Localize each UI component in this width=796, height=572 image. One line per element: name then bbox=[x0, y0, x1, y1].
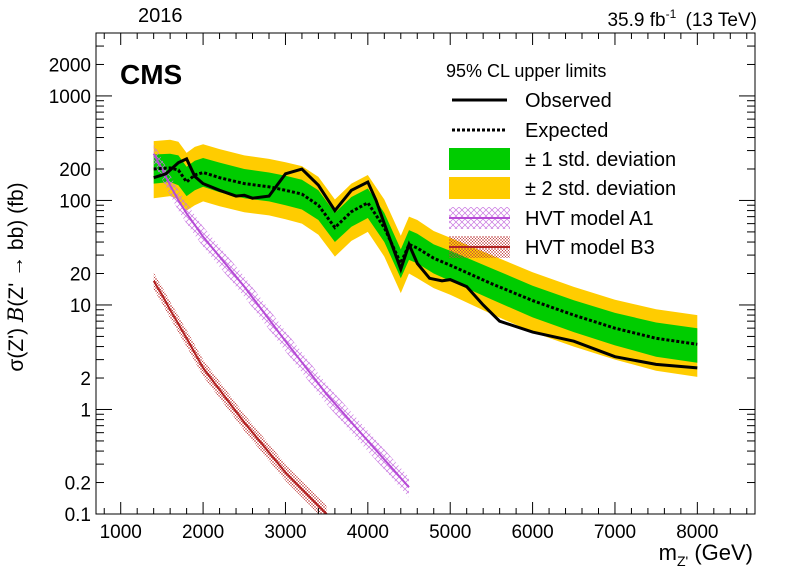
x-tick-label: 6000 bbox=[511, 522, 553, 543]
legend-one-sigma-swatch bbox=[449, 148, 510, 170]
x-axis-title: mZ' (GeV) bbox=[659, 540, 753, 569]
legend-expected-label: Expected bbox=[525, 120, 608, 142]
year-label: 2016 bbox=[138, 5, 183, 27]
y-tick-label: 1000 bbox=[49, 87, 91, 108]
lumi-value: 35.9 fb bbox=[607, 10, 665, 31]
legend-hvt-b3-label: HVT model B3 bbox=[525, 237, 655, 259]
legend-one-sigma-label: ± 1 std. deviation bbox=[525, 149, 676, 171]
x-axis-title-sub: Z' bbox=[677, 553, 688, 569]
x-axis-title-base: m bbox=[659, 540, 677, 565]
y-tick-label: 0.1 bbox=[65, 505, 91, 526]
hvt-a1-line bbox=[152, 153, 410, 488]
y-tick-label: 200 bbox=[59, 160, 91, 181]
observed-line bbox=[153, 156, 698, 370]
hvt-b3-line bbox=[152, 280, 328, 514]
y-axis-title: σ(Z') B(Z' → bb) (fb) bbox=[4, 182, 28, 371]
x-tick-label: 3000 bbox=[264, 522, 306, 543]
y-axis-title-left: σ(Z') bbox=[5, 322, 28, 372]
x-tick-label: 5000 bbox=[429, 522, 471, 543]
legend: 95% CL upper limits Observed Expected ± … bbox=[446, 61, 676, 259]
x-tick-label: 4000 bbox=[347, 522, 389, 543]
lumi-energy: (13 TeV) bbox=[686, 10, 757, 31]
ticks-layer: 1000 2000 3000 4000 5000 6000 7000 8000 0.1 0.2 1 2… bbox=[49, 32, 755, 543]
y-tick-label: 2000 bbox=[49, 55, 91, 76]
x-tick-label: 1000 bbox=[100, 522, 142, 543]
expected-line bbox=[153, 166, 698, 346]
y-tick-label: 20 bbox=[70, 265, 91, 286]
y-axis-title-right: (Z' → bb) (fb) bbox=[5, 182, 28, 306]
y-axis-title-B: B bbox=[4, 307, 28, 323]
legend-header: 95% CL upper limits bbox=[446, 61, 606, 81]
y-tick-label: 100 bbox=[59, 191, 91, 212]
y-tick-label: 2 bbox=[80, 369, 91, 390]
x-tick-label: 7000 bbox=[594, 522, 636, 543]
x-tick-label: 2000 bbox=[182, 522, 224, 543]
x-tick-label: 8000 bbox=[676, 522, 718, 543]
lumi-exponent: -1 bbox=[666, 7, 677, 21]
lumi-energy-gap bbox=[676, 10, 681, 31]
legend-observed-label: Observed bbox=[525, 90, 612, 112]
legend-two-sigma-label: ± 2 std. deviation bbox=[525, 178, 676, 200]
legend-two-sigma-swatch bbox=[449, 177, 510, 199]
models-layer bbox=[152, 143, 410, 514]
legend-hvt-a1-label: HVT model A1 bbox=[525, 208, 654, 230]
y-tick-label: 1 bbox=[80, 400, 91, 421]
luminosity-label: 35.9 fb-1 (13 TeV) bbox=[607, 7, 757, 31]
y-tick-label: 10 bbox=[70, 296, 91, 317]
cms-label: CMS bbox=[120, 59, 182, 90]
x-axis-title-unit: (GeV) bbox=[688, 540, 753, 565]
curves-layer bbox=[153, 156, 698, 370]
y-tick-label: 0.2 bbox=[65, 474, 91, 495]
hvt-a1-uncertainty-band bbox=[153, 143, 409, 498]
hvt-b3-uncertainty-band bbox=[153, 272, 327, 514]
